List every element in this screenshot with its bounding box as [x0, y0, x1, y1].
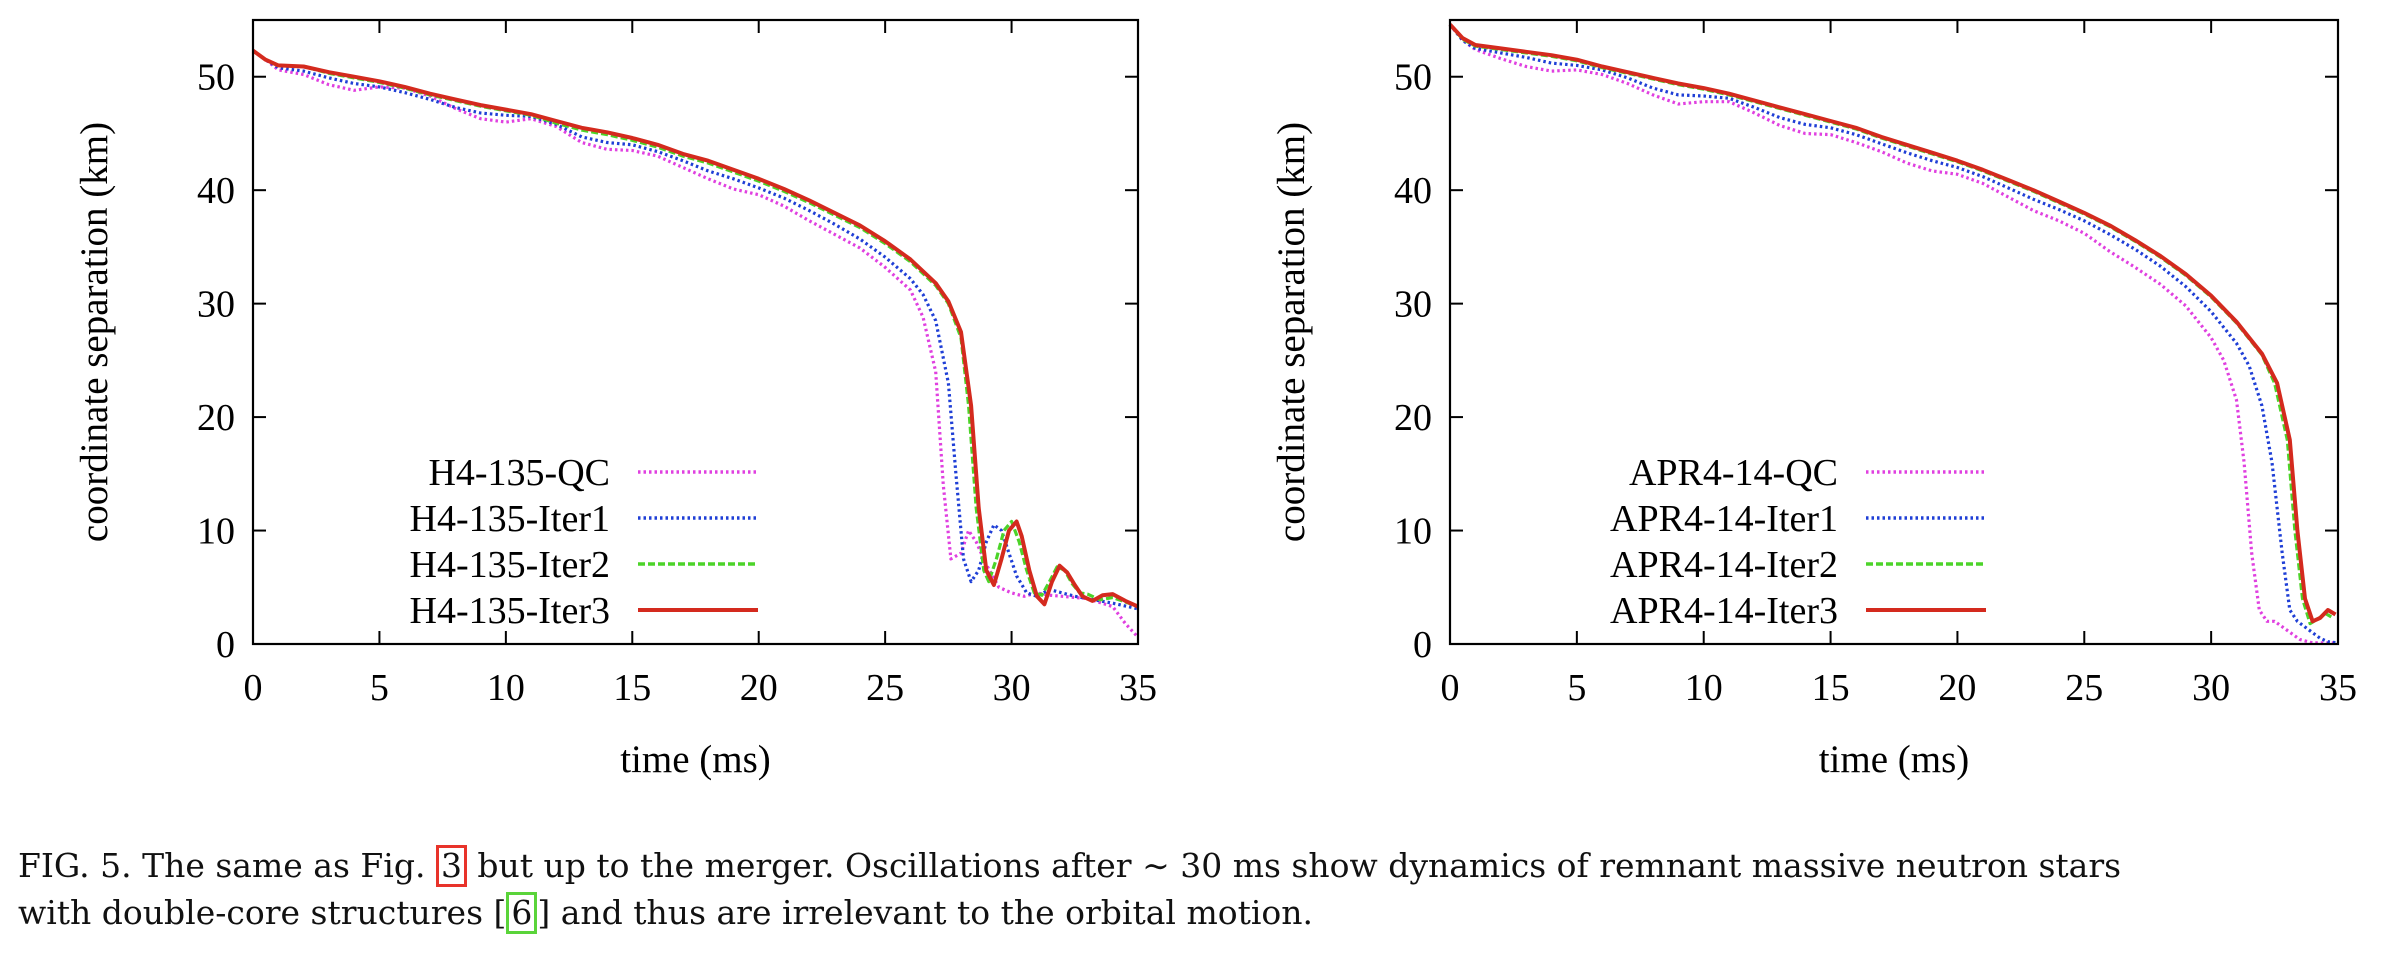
x-tick-label: 35 [2319, 667, 2357, 709]
caption-text: but up to the merger. Oscillations after… [466, 846, 2122, 885]
x-tick-label: 25 [866, 667, 904, 709]
series-line [1448, 23, 2337, 624]
x-tick-label: 0 [244, 667, 263, 709]
x-tick-label: 5 [370, 667, 389, 709]
plot-frame [1448, 18, 2340, 646]
y-axis-label: coordinate separation (km) [73, 122, 116, 542]
y-tick-label: 30 [1394, 284, 1432, 326]
x-tick-label: 20 [1938, 667, 1976, 709]
x-axis-label: time (ms) [620, 738, 771, 781]
x-tick-label: 35 [1119, 667, 1157, 709]
caption-line-1: FIG. 5. The same as Fig. 3 but up to the… [18, 842, 2378, 889]
x-axis-label: time (ms) [1819, 738, 1970, 781]
y-tick-label: 20 [197, 397, 235, 439]
caption-text: FIG. 5. The same as Fig. [18, 846, 436, 885]
left-plot: 0 5 10 15 20 25 30 35 0 10 20 30 40 50 time (ms) coordi… [73, 18, 1157, 781]
legend-label: APR4-14-QC [1629, 452, 1838, 494]
legend-label: H4-135-Iter2 [410, 544, 610, 586]
x-tick-label: 0 [1441, 667, 1460, 709]
caption-text: ] and thus are irrelevant to the orbital… [537, 893, 1314, 932]
x-tick-label: 20 [740, 667, 778, 709]
legend-label: H4-135-Iter1 [410, 498, 610, 540]
figure-reference-link[interactable]: 3 [435, 845, 467, 887]
y-axis-label: coordinate separation (km) [1270, 122, 1313, 542]
y-tick-label: 30 [197, 284, 235, 326]
y-tick-label: 10 [1394, 511, 1432, 553]
y-tick-label: 10 [197, 511, 235, 553]
y-tick-label: 50 [1394, 57, 1432, 99]
y-tick-label: 40 [197, 170, 235, 212]
right-plot: 0 5 10 15 20 25 30 35 0 10 20 30 40 50 time (ms) coordi… [1270, 18, 2357, 781]
legend-label: APR4-14-Iter2 [1610, 544, 1838, 586]
y-tick-label: 40 [1394, 170, 1432, 212]
y-tick-label: 20 [1394, 397, 1432, 439]
y-tick-label: 0 [216, 624, 235, 666]
legend-label: H4-135-Iter3 [410, 590, 610, 632]
legend-label: APR4-14-Iter3 [1610, 590, 1838, 632]
legend-label: APR4-14-Iter1 [1610, 498, 1838, 540]
x-tick-label: 15 [1812, 667, 1850, 709]
legend-label: H4-135-QC [428, 452, 610, 494]
figure-caption: FIG. 5. The same as Fig. 3 but up to the… [18, 842, 2378, 936]
series-line [1448, 23, 2338, 645]
plot-frame [251, 18, 1140, 646]
x-tick-label: 5 [1567, 667, 1586, 709]
x-tick-label: 25 [2065, 667, 2103, 709]
x-tick-label: 15 [613, 667, 651, 709]
series-line [252, 49, 1140, 639]
y-tick-label: 0 [1413, 624, 1432, 666]
series-line [252, 49, 1139, 611]
x-tick-label: 30 [993, 667, 1031, 709]
series-line [1448, 23, 2339, 645]
caption-line-2: with double-core structures [6] and thus… [18, 889, 2378, 936]
series-line [1448, 23, 2334, 626]
series-line [251, 48, 1139, 609]
citation-link[interactable]: 6 [506, 892, 538, 934]
y-tick-label: 50 [197, 57, 235, 99]
caption-text: with double-core structures [ [18, 893, 507, 932]
x-tick-label: 10 [1685, 667, 1723, 709]
x-tick-label: 10 [487, 667, 525, 709]
series-line [252, 49, 1139, 609]
x-tick-label: 30 [2192, 667, 2230, 709]
